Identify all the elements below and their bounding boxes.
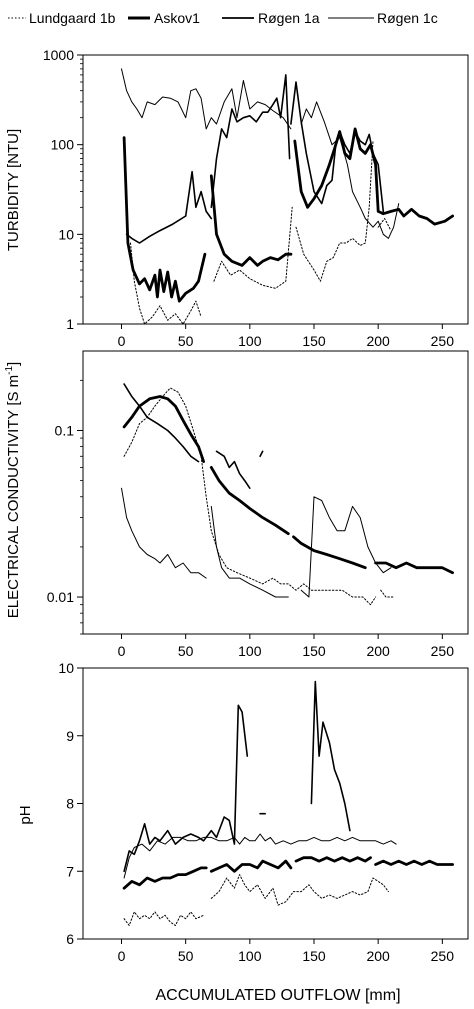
ph-panel: pH 0 50 100 150 200 250 6 7 8 9 10 bbox=[17, 660, 469, 964]
conductivity-x-tick-label: 50 bbox=[178, 643, 194, 659]
conductivity-x-tick-label: 100 bbox=[238, 643, 262, 659]
turbidity-series-lundgaard bbox=[295, 140, 374, 282]
ph-x-tick-label: 100 bbox=[238, 948, 262, 964]
conductivity-series-rogen1c bbox=[121, 487, 207, 579]
conductivity-y-tick-label: 0.01 bbox=[47, 589, 74, 605]
legend-item-lundgaard: Lundgaard 1b bbox=[8, 10, 116, 26]
turbidity-x-tick-label: 50 bbox=[178, 333, 194, 349]
ph-series-askov bbox=[122, 866, 208, 890]
legend-item-rogen1c: Røgen 1c bbox=[328, 10, 438, 26]
ph-series-lundgaard bbox=[210, 874, 389, 906]
turbidity-series-rogen1c bbox=[300, 101, 400, 239]
conductivity-x-tick-label: 150 bbox=[302, 643, 326, 659]
conductivity-x-tick-label: 0 bbox=[118, 643, 126, 659]
turbidity-plot-frame bbox=[82, 54, 469, 325]
ph-y-tick-label: 10 bbox=[58, 660, 74, 676]
ph-x-tick-label: 200 bbox=[366, 948, 390, 964]
conductivity-series-askov bbox=[292, 535, 367, 570]
conductivity-series-askov bbox=[374, 561, 455, 575]
turbidity-series-rogen1a bbox=[125, 170, 213, 244]
ph-x-tick-label: 0 bbox=[118, 948, 126, 964]
turbidity-series-askov bbox=[122, 136, 207, 303]
ph-series-rogen1a bbox=[123, 704, 249, 873]
turbidity-series-lundgaard bbox=[130, 242, 202, 325]
conductivity-series-askov bbox=[122, 395, 206, 464]
ph-plot-frame bbox=[82, 667, 469, 940]
ph-series-askov bbox=[294, 856, 372, 863]
turbidity-panel: TURBIDITY [NTU] 0 50 100 150 200 250 1 10 100 100… bbox=[5, 47, 469, 349]
ph-series-lundgaard bbox=[123, 911, 205, 926]
ph-series-rogen1a bbox=[310, 680, 351, 832]
legend-label-askov: Askov1 bbox=[154, 10, 200, 26]
x-axis-label: ACCUMULATED OUTFLOW [mm] bbox=[155, 987, 400, 1004]
ph-y-tick-label: 9 bbox=[66, 728, 74, 744]
turbidity-x-tick-label: 0 bbox=[118, 333, 126, 349]
conductivity-series-rogen1a bbox=[215, 450, 251, 490]
turbidity-series-rogen1a bbox=[210, 74, 291, 209]
turbidity-x-tick-label: 200 bbox=[366, 333, 390, 349]
ph-y-axis-label: pH bbox=[17, 805, 34, 824]
turbidity-y-tick-label: 1000 bbox=[43, 47, 74, 63]
conductivity-series-lundgaard bbox=[380, 589, 395, 598]
ph-x-tick-label: 50 bbox=[178, 948, 194, 964]
ph-x-tick-label: 150 bbox=[302, 948, 326, 964]
ph-y-tick-label: 6 bbox=[66, 931, 74, 947]
turbidity-series-rogen1c bbox=[121, 68, 292, 130]
turbidity-y-tick-label: 1 bbox=[66, 316, 74, 332]
legend: Lundgaard 1b Askov1 Røgen 1a Røgen 1c bbox=[8, 10, 438, 26]
conductivity-series-askov bbox=[209, 465, 290, 536]
turbidity-x-tick-label: 100 bbox=[238, 333, 262, 349]
conductivity-panel: ELECTRICAL CONDUCTIVITY [S m-1] 0 50 100 15… bbox=[4, 350, 469, 659]
turbidity-series-askov bbox=[209, 174, 293, 267]
turbidity-y-tick-label: 100 bbox=[51, 137, 75, 153]
conductivity-series-rogen1c bbox=[210, 505, 289, 598]
turbidity-series-askov bbox=[293, 127, 455, 226]
conductivity-plot-frame bbox=[82, 350, 469, 635]
turbidity-x-tick-label: 150 bbox=[302, 333, 326, 349]
ph-series-rogen1c bbox=[123, 833, 397, 879]
ph-y-tick-label: 8 bbox=[66, 796, 74, 812]
conductivity-series-rogen1c bbox=[300, 496, 392, 598]
conductivity-x-tick-label: 200 bbox=[366, 643, 390, 659]
conductivity-y-axis-label: ELECTRICAL CONDUCTIVITY [S m-1] bbox=[4, 362, 22, 618]
conductivity-series-rogen1a bbox=[259, 450, 264, 458]
ph-series-askov bbox=[374, 859, 455, 866]
ph-y-tick-label: 7 bbox=[66, 863, 74, 879]
conductivity-y-axis-label-tail: ] bbox=[5, 362, 22, 366]
legend-item-askov: Askov1 bbox=[128, 10, 200, 26]
turbidity-series-lundgaard bbox=[377, 218, 392, 232]
turbidity-y-tick-label: 10 bbox=[58, 226, 74, 242]
legend-label-rogen1c: Røgen 1c bbox=[377, 10, 438, 26]
conductivity-y-axis-label-main: ELECTRICAL CONDUCTIVITY [S m bbox=[5, 375, 22, 618]
conductivity-series-rogen1a bbox=[123, 383, 200, 463]
conductivity-series-lundgaard bbox=[123, 387, 377, 606]
turbidity-series-rogen1a bbox=[290, 81, 385, 213]
ph-series-askov bbox=[209, 859, 293, 873]
legend-label-lundgaard: Lundgaard 1b bbox=[29, 10, 116, 26]
legend-item-rogen1a: Røgen 1a bbox=[222, 10, 320, 26]
turbidity-series-lundgaard bbox=[213, 206, 293, 289]
conductivity-y-tick-label: 0.1 bbox=[55, 422, 75, 438]
conductivity-x-tick-label: 250 bbox=[431, 643, 455, 659]
turbidity-x-tick-label: 250 bbox=[431, 333, 455, 349]
turbidity-y-axis-label: TURBIDITY [NTU] bbox=[5, 129, 22, 251]
conductivity-y-axis-label-sup: -1 bbox=[4, 366, 15, 375]
legend-label-rogen1a: Røgen 1a bbox=[258, 10, 320, 26]
ph-x-tick-label: 250 bbox=[431, 948, 455, 964]
